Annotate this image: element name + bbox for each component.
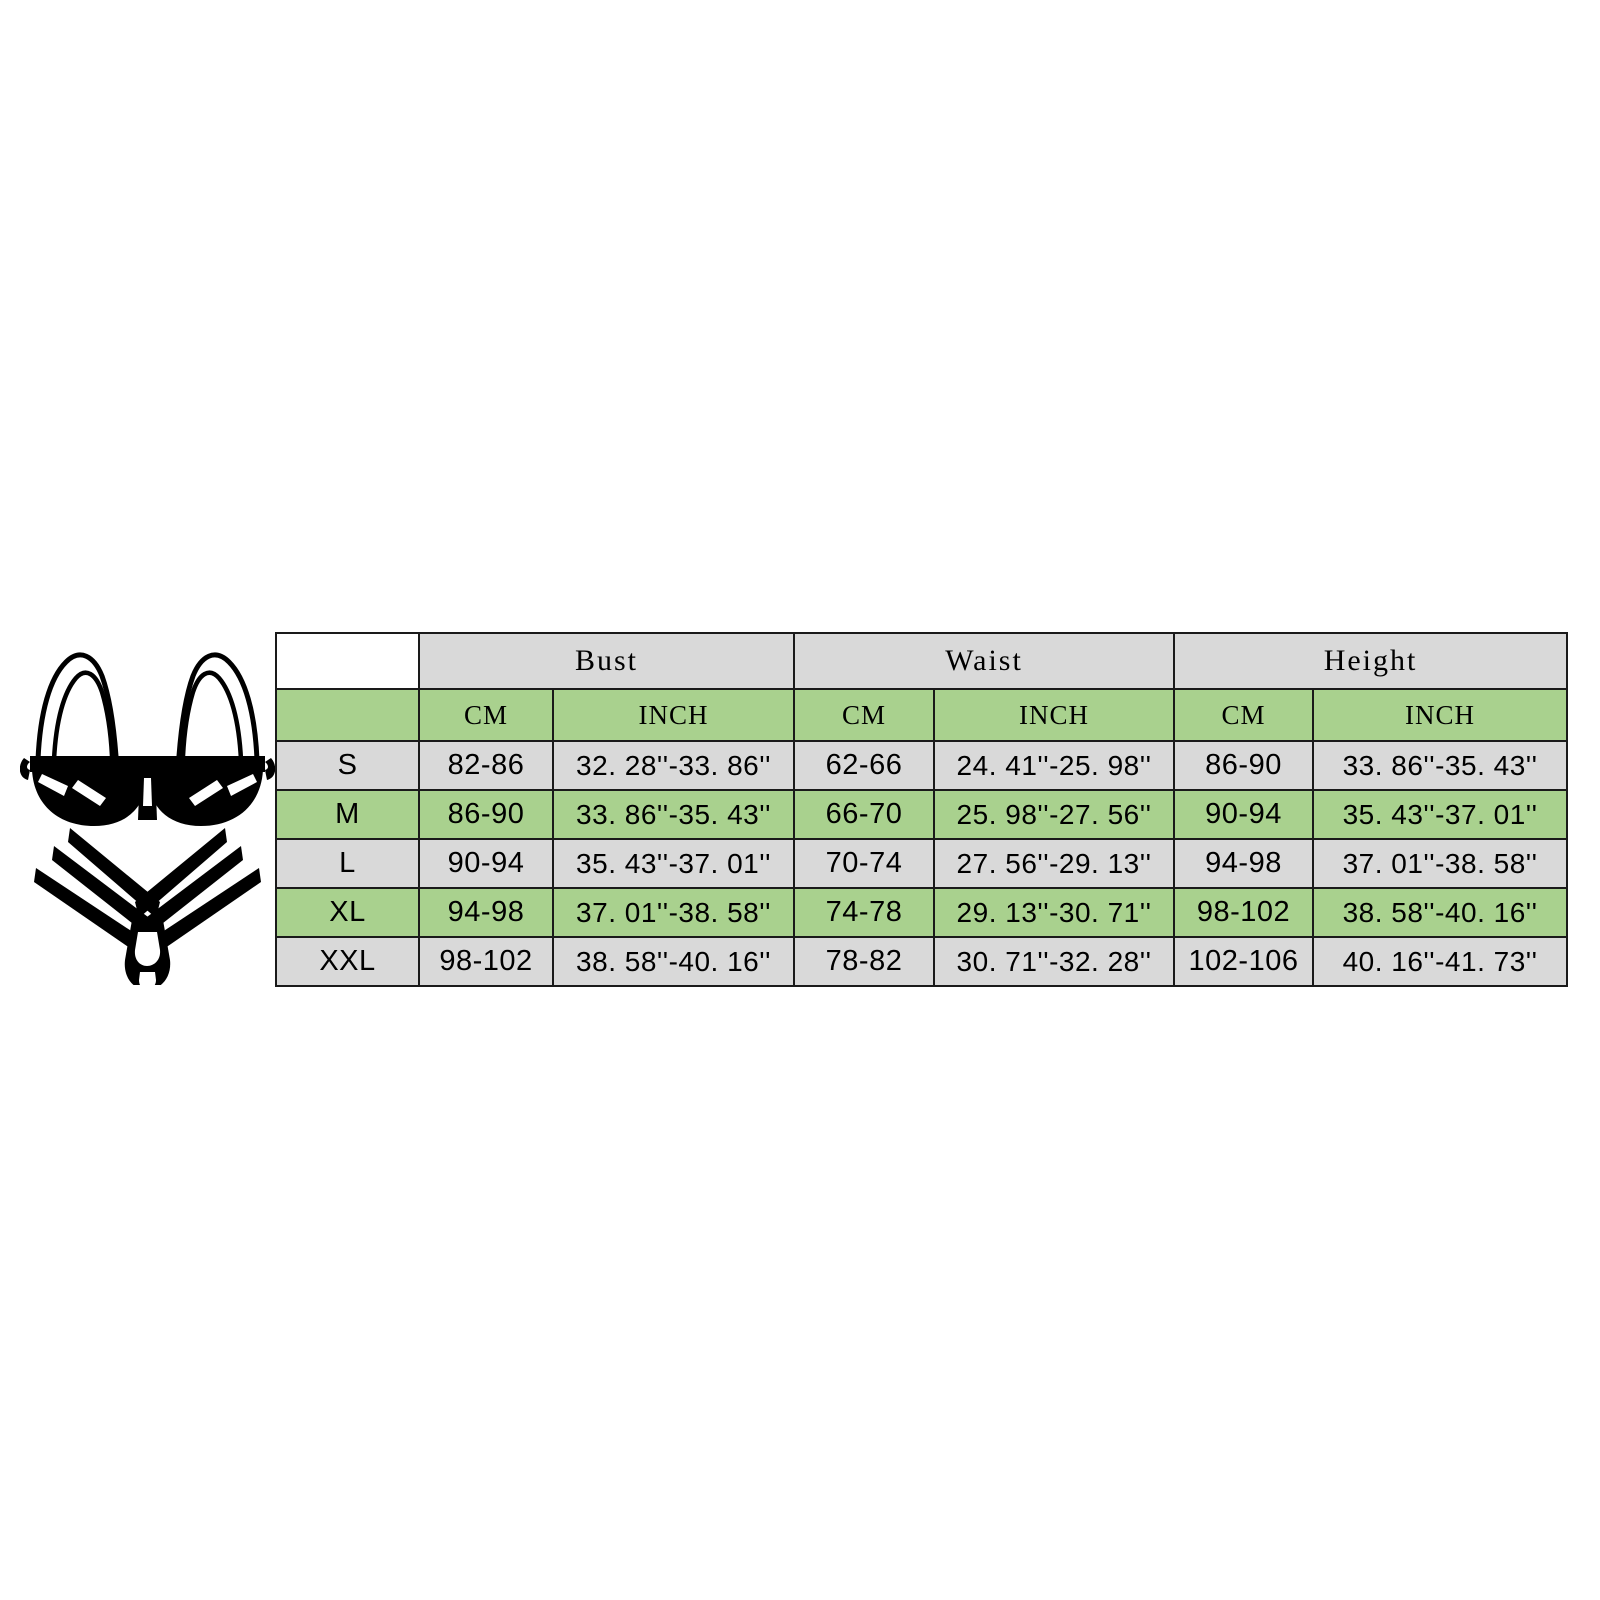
size-chart-table: Bust Waist Height CM INCH CM INCH CM INC… bbox=[275, 632, 1569, 987]
table-row: XL 94-98 37. 01''-38. 58'' 74-78 29. 13'… bbox=[275, 887, 1569, 938]
table-row: L 90-94 35. 43''-37. 01'' 70-74 27. 56''… bbox=[275, 838, 1569, 889]
size-label: M bbox=[275, 789, 420, 840]
bust-inch-value: 37. 01''-38. 58'' bbox=[552, 887, 795, 938]
unit-header-height-inch: INCH bbox=[1312, 688, 1569, 742]
waist-inch-value: 24. 41''-25. 98'' bbox=[932, 740, 1176, 791]
bust-inch-value: 32. 28''-33. 86'' bbox=[552, 740, 795, 791]
group-header-bust: Bust bbox=[418, 632, 795, 690]
bra-graphic bbox=[35, 652, 260, 763]
unit-corner-cell bbox=[275, 688, 420, 742]
waist-cm-value: 62-66 bbox=[793, 740, 935, 791]
waist-cm-value: 70-74 bbox=[793, 838, 935, 889]
table-header-groups: Bust Waist Height bbox=[275, 632, 1569, 690]
table-row: XXL 98-102 38. 58''-40. 16'' 78-82 30. 7… bbox=[275, 936, 1569, 987]
size-label: L bbox=[275, 838, 420, 889]
unit-header-waist-inch: INCH bbox=[932, 688, 1176, 742]
height-inch-value: 33. 86''-35. 43'' bbox=[1312, 740, 1569, 791]
unit-header-bust-inch: INCH bbox=[552, 688, 795, 742]
bust-inch-value: 38. 58''-40. 16'' bbox=[552, 936, 795, 987]
corner-cell bbox=[275, 632, 420, 690]
height-cm-value: 86-90 bbox=[1173, 740, 1315, 791]
waist-cm-value: 78-82 bbox=[793, 936, 935, 987]
unit-header-bust-cm: CM bbox=[418, 688, 554, 742]
height-cm-value: 90-94 bbox=[1173, 789, 1315, 840]
height-inch-value: 38. 58''-40. 16'' bbox=[1312, 887, 1569, 938]
bust-inch-value: 35. 43''-37. 01'' bbox=[552, 838, 795, 889]
height-cm-value: 94-98 bbox=[1173, 838, 1315, 889]
unit-header-waist-cm: CM bbox=[793, 688, 935, 742]
waist-inch-value: 25. 98''-27. 56'' bbox=[932, 789, 1176, 840]
table-header-units: CM INCH CM INCH CM INCH bbox=[275, 688, 1569, 742]
bust-cm-value: 98-102 bbox=[418, 936, 554, 987]
height-cm-value: 102-106 bbox=[1173, 936, 1315, 987]
bust-inch-value: 33. 86''-35. 43'' bbox=[552, 789, 795, 840]
waist-inch-value: 29. 13''-30. 71'' bbox=[932, 887, 1176, 938]
product-photo bbox=[20, 620, 275, 985]
waist-inch-value: 27. 56''-29. 13'' bbox=[932, 838, 1176, 889]
waist-cm-value: 66-70 bbox=[793, 789, 935, 840]
bust-cm-value: 90-94 bbox=[418, 838, 554, 889]
bust-cm-value: 82-86 bbox=[418, 740, 554, 791]
size-label: S bbox=[275, 740, 420, 791]
group-header-waist: Waist bbox=[792, 632, 1176, 690]
bust-cm-value: 86-90 bbox=[418, 789, 554, 840]
unit-header-height-cm: CM bbox=[1173, 688, 1315, 742]
size-label: XXL bbox=[275, 936, 420, 987]
table-row: S 82-86 32. 28''-33. 86'' 62-66 24. 41''… bbox=[275, 740, 1569, 791]
size-label: XL bbox=[275, 887, 420, 938]
waist-inch-value: 30. 71''-32. 28'' bbox=[932, 936, 1176, 987]
height-cm-value: 98-102 bbox=[1173, 887, 1315, 938]
height-inch-value: 35. 43''-37. 01'' bbox=[1312, 789, 1569, 840]
table-row: M 86-90 33. 86''-35. 43'' 66-70 25. 98''… bbox=[275, 789, 1569, 840]
height-inch-value: 40. 16''-41. 73'' bbox=[1312, 936, 1569, 987]
height-inch-value: 37. 01''-38. 58'' bbox=[1312, 838, 1569, 889]
bra-cup-lattice bbox=[20, 756, 275, 826]
thong-graphic bbox=[34, 828, 261, 985]
group-header-height: Height bbox=[1173, 632, 1569, 690]
bust-cm-value: 94-98 bbox=[418, 887, 554, 938]
waist-cm-value: 74-78 bbox=[793, 887, 935, 938]
